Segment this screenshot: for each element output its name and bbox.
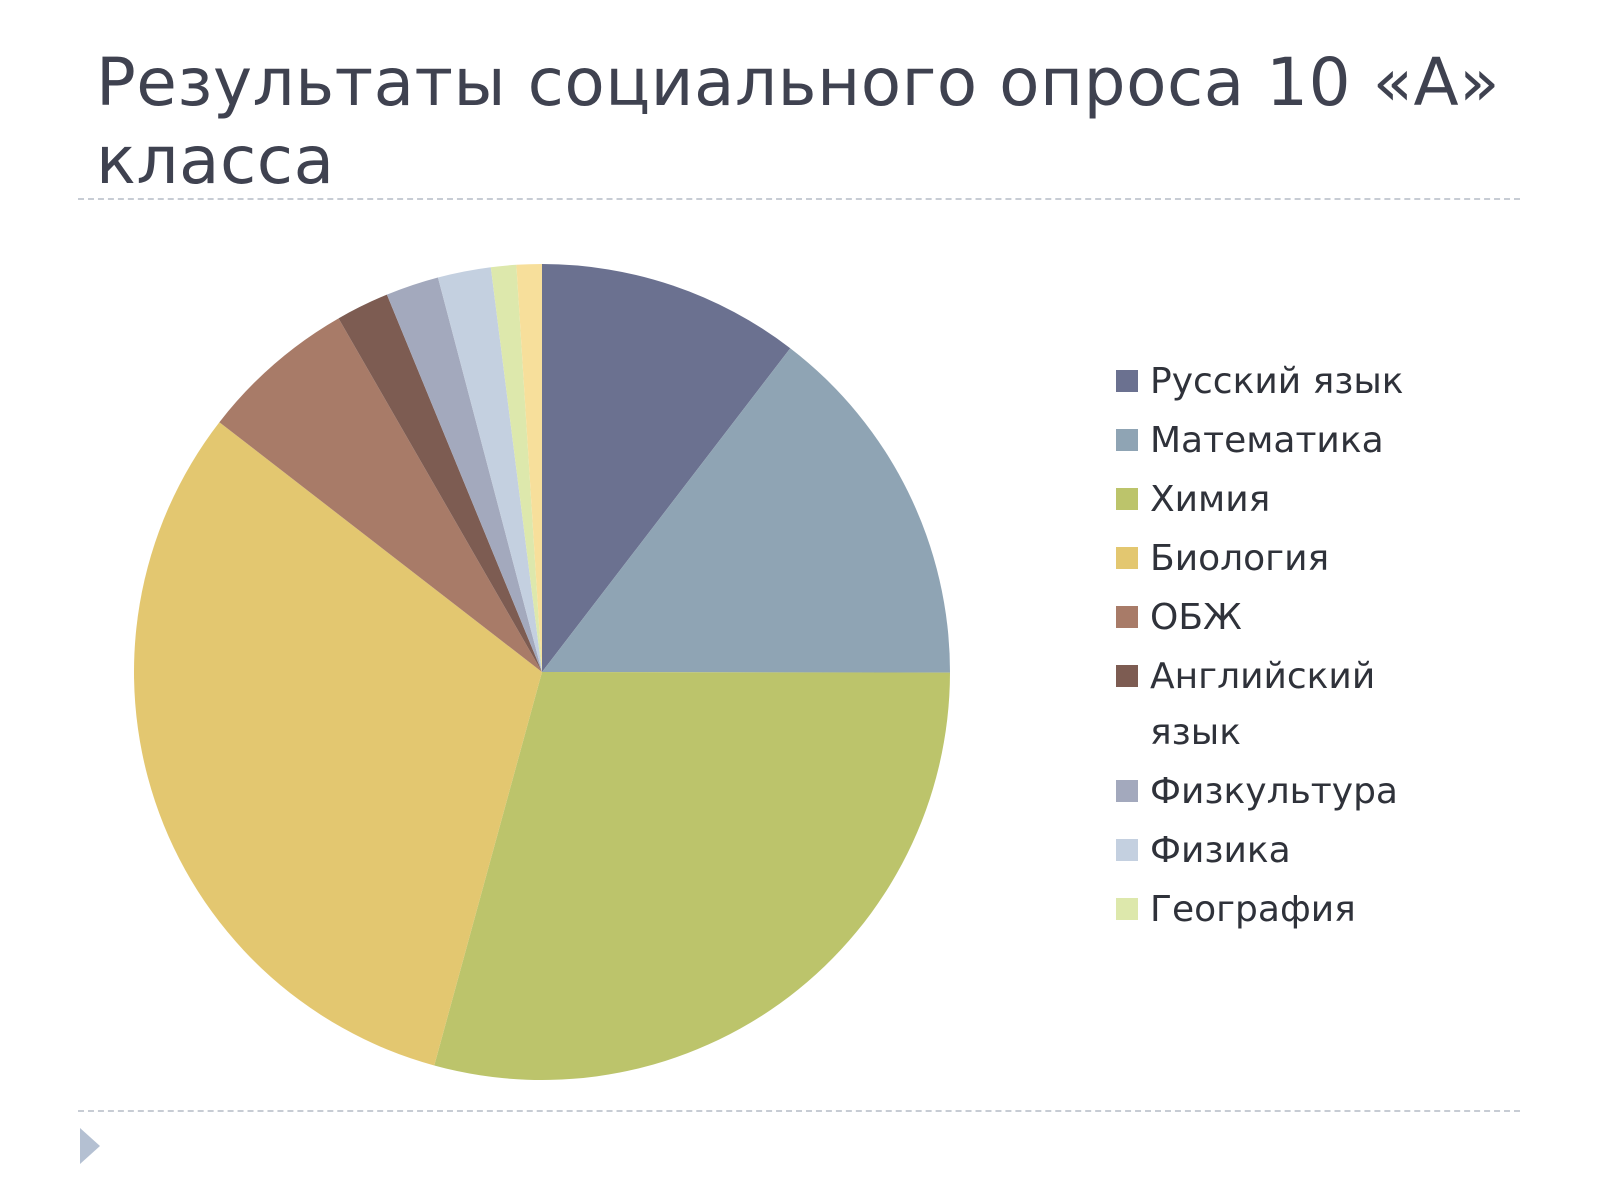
legend-swatch	[1116, 370, 1138, 392]
pie-slices	[134, 264, 951, 1081]
pie-slice-6	[338, 294, 542, 672]
legend-item: Физкультура	[1116, 764, 1446, 820]
title-divider	[78, 198, 1520, 200]
legend-swatch	[1116, 780, 1138, 802]
legend-item: Математика	[1116, 413, 1446, 469]
pie-slice-8	[437, 267, 542, 672]
legend-label: Английский язык	[1150, 656, 1376, 753]
pie-slice-5	[219, 318, 542, 672]
pie-slice-9	[490, 264, 542, 672]
legend-swatch	[1116, 547, 1138, 569]
pie-slice-4	[134, 422, 542, 1066]
legend-swatch	[1116, 429, 1138, 451]
legend-item: ОБЖ	[1116, 590, 1446, 646]
play-triangle-icon[interactable]	[78, 1126, 102, 1166]
legend-label: Химия	[1150, 479, 1271, 520]
legend-label: Русский язык	[1150, 361, 1404, 402]
legend-label: Физика	[1150, 830, 1291, 871]
legend-item: Химия	[1116, 472, 1446, 528]
legend-item: География	[1116, 882, 1446, 938]
legend-swatch	[1116, 606, 1138, 628]
legend-label: География	[1150, 889, 1356, 930]
pie-slice-1	[542, 264, 791, 672]
legend-swatch	[1116, 839, 1138, 861]
pie-slice-2	[542, 348, 951, 673]
legend-item: Физика	[1116, 823, 1446, 879]
slide-title: Результаты социального опроса 10 «А» кла…	[96, 44, 1501, 199]
pie-slice-7	[386, 277, 542, 672]
pie-slice-10	[516, 264, 542, 672]
legend-swatch	[1116, 898, 1138, 920]
legend-item: Биология	[1116, 531, 1446, 587]
chart-legend: Русский язык Математика Химия Биология ОБЖ Ан…	[1116, 354, 1446, 941]
legend-label: Физкультура	[1150, 771, 1398, 812]
footer-divider	[78, 1110, 1520, 1112]
legend-label: Математика	[1150, 420, 1384, 461]
legend-swatch	[1116, 488, 1138, 510]
pie-slice-3	[434, 672, 951, 1081]
legend-label: Биология	[1150, 538, 1330, 579]
legend-item: Английский язык	[1116, 649, 1446, 761]
legend-label: ОБЖ	[1150, 597, 1242, 638]
legend-item: Русский язык	[1116, 354, 1446, 410]
legend-swatch	[1116, 665, 1138, 687]
